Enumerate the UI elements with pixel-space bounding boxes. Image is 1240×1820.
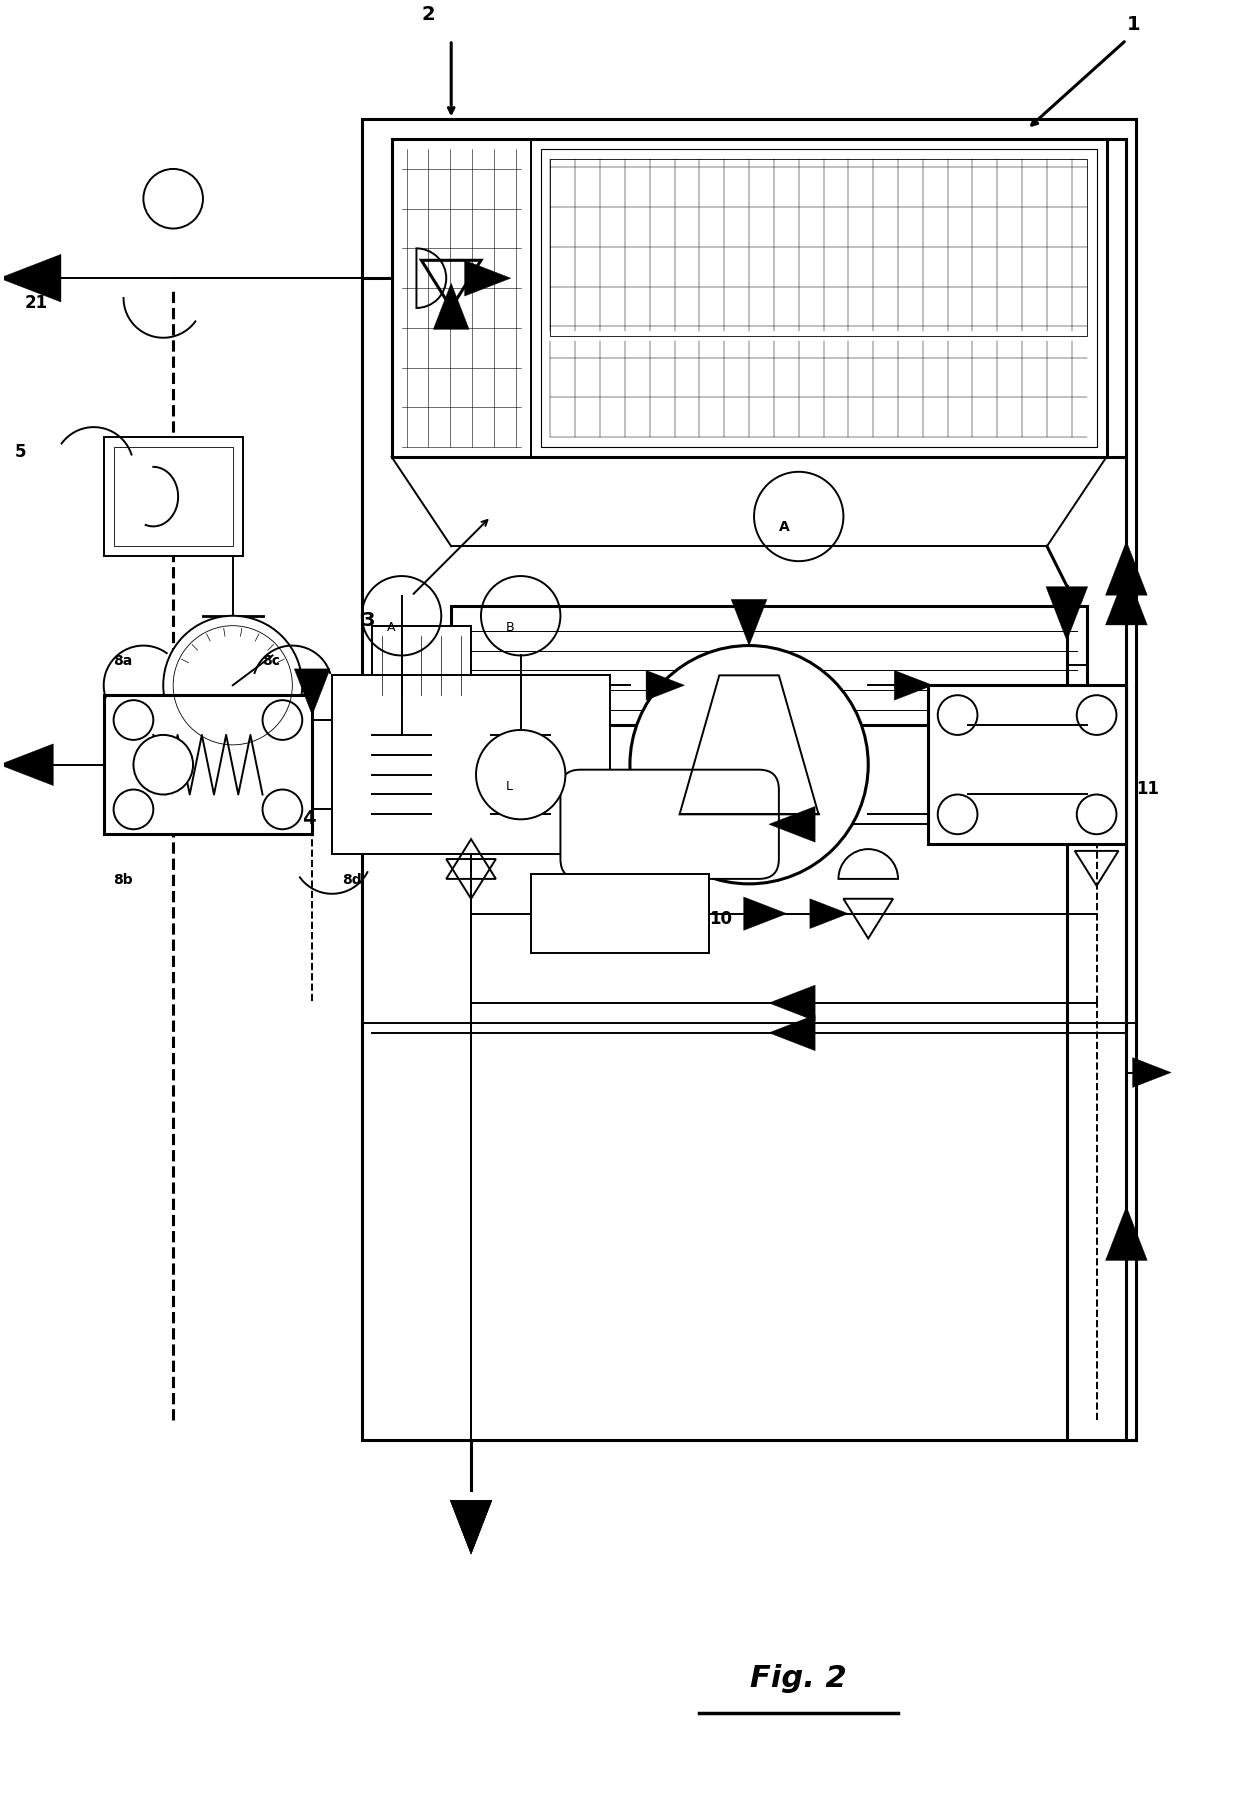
Bar <box>362 120 1136 1440</box>
Polygon shape <box>1132 1057 1171 1087</box>
Text: 4: 4 <box>303 810 316 828</box>
Text: B: B <box>506 621 515 633</box>
Text: 8d: 8d <box>342 874 362 886</box>
Bar <box>531 874 709 954</box>
Circle shape <box>164 615 303 755</box>
Polygon shape <box>433 284 469 329</box>
Text: L: L <box>506 779 513 792</box>
Polygon shape <box>450 1500 492 1554</box>
FancyBboxPatch shape <box>560 770 779 879</box>
Bar <box>362 1023 1136 1440</box>
Polygon shape <box>810 899 848 928</box>
Text: 8b: 8b <box>114 874 133 886</box>
Circle shape <box>134 735 193 795</box>
Polygon shape <box>769 985 815 1021</box>
Bar <box>332 675 610 854</box>
Text: 5: 5 <box>15 442 26 460</box>
Bar <box>114 448 233 546</box>
Polygon shape <box>1047 586 1087 641</box>
Circle shape <box>630 646 868 885</box>
Polygon shape <box>732 599 768 646</box>
Polygon shape <box>465 260 511 297</box>
Bar <box>104 437 243 557</box>
Text: 8c: 8c <box>263 655 280 668</box>
Bar <box>551 158 1086 337</box>
Text: A: A <box>387 621 396 633</box>
Polygon shape <box>450 1500 492 1554</box>
Bar <box>104 695 312 834</box>
Polygon shape <box>0 255 61 302</box>
Polygon shape <box>744 897 787 930</box>
Bar <box>392 138 531 457</box>
Polygon shape <box>1106 1207 1147 1261</box>
Polygon shape <box>769 806 815 843</box>
Text: 21: 21 <box>25 295 47 311</box>
Text: A: A <box>779 521 790 535</box>
Text: 3: 3 <box>362 612 376 630</box>
Bar <box>541 149 1096 448</box>
Bar <box>372 626 471 704</box>
Text: 1: 1 <box>1126 15 1140 35</box>
Text: 11: 11 <box>1136 781 1159 799</box>
Polygon shape <box>1106 541 1147 595</box>
Bar <box>928 686 1126 844</box>
Bar <box>392 138 1106 457</box>
Polygon shape <box>0 744 53 786</box>
Polygon shape <box>646 670 684 701</box>
Polygon shape <box>1106 571 1147 624</box>
Polygon shape <box>294 670 330 715</box>
Text: 2: 2 <box>422 5 435 24</box>
Polygon shape <box>894 670 932 701</box>
Circle shape <box>144 169 203 229</box>
Text: 8a: 8a <box>114 655 133 668</box>
Circle shape <box>476 730 565 819</box>
Text: 10: 10 <box>709 910 733 928</box>
Polygon shape <box>769 1016 815 1050</box>
Bar <box>451 606 1086 724</box>
Text: Fig. 2: Fig. 2 <box>750 1663 847 1693</box>
